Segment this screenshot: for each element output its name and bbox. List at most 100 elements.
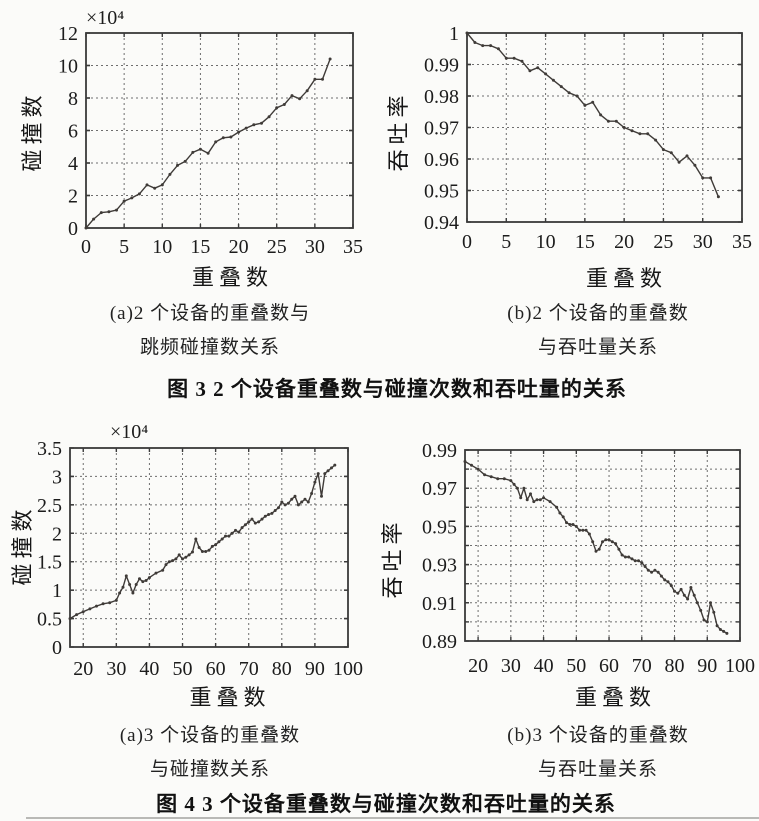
data-point-marker: [532, 500, 536, 504]
data-point-marker: [548, 500, 552, 504]
data-point-marker: [622, 126, 626, 129]
data-point-marker: [705, 620, 709, 624]
data-point-marker: [263, 514, 267, 518]
data-point-marker: [676, 591, 680, 595]
data-point-marker: [296, 503, 300, 507]
data-point-marker: [260, 517, 264, 521]
x-tick-label: 20: [614, 231, 634, 253]
data-point-marker: [542, 496, 546, 500]
data-point-marker: [568, 523, 572, 526]
data-point-marker: [614, 542, 618, 546]
data-point-marker: [677, 160, 681, 164]
x-tick-label: 70: [632, 655, 652, 677]
data-point-marker: [247, 520, 251, 524]
x-axis-label: 重叠数: [586, 266, 667, 291]
data-point-marker: [303, 497, 307, 501]
x-tick-label: 80: [272, 658, 292, 680]
data-point-marker: [686, 597, 690, 601]
data-point-marker: [643, 565, 647, 568]
y-tick-label: 0.93: [422, 555, 457, 577]
data-point-marker: [101, 602, 105, 606]
data-point-marker: [574, 524, 578, 528]
data-point-marker: [561, 515, 565, 519]
y-tick-label: 0.97: [422, 478, 457, 500]
y-axis-label: 碰撞数: [20, 90, 45, 171]
data-point-marker: [81, 610, 85, 614]
x-tick-label: 5: [501, 231, 511, 253]
data-point-marker: [669, 151, 673, 155]
y-tick-label: 1: [449, 23, 459, 45]
data-point-marker: [161, 568, 165, 572]
data-point-marker: [716, 195, 720, 199]
x-tick-label: 100: [333, 658, 363, 680]
data-point-marker: [661, 148, 665, 152]
y-axis-label: 碰撞数: [10, 504, 35, 585]
fig4-subcaption-a-line2: 与碰撞数关系: [149, 759, 270, 780]
data-point-marker: [153, 186, 157, 190]
data-point-marker: [646, 132, 650, 136]
data-point-marker: [567, 91, 571, 95]
data-point-marker: [591, 540, 595, 544]
fig3-subcaption-a-line2: 跳频碰撞数关系: [139, 337, 280, 358]
plot-frame: [69, 447, 349, 648]
data-point-marker: [293, 494, 297, 498]
data-point-marker: [623, 555, 627, 559]
page-bottom-rule: [26, 817, 759, 819]
data-point-marker: [141, 580, 145, 584]
data-point-marker: [160, 183, 164, 187]
data-point-marker: [121, 585, 125, 589]
data-point-marker: [470, 463, 473, 467]
y-tick-label: 2: [68, 186, 78, 208]
data-point-marker: [489, 475, 493, 479]
x-tick-label: 15: [575, 231, 595, 253]
data-point-marker: [489, 44, 493, 48]
data-point-marker: [535, 498, 539, 502]
data-point-marker: [551, 78, 555, 82]
data-point-marker: [191, 550, 194, 554]
data-point-marker: [275, 106, 279, 110]
data-point-marker: [221, 136, 225, 140]
x-tick-label: 40: [139, 658, 159, 680]
data-point-marker: [529, 492, 532, 496]
data-point-marker: [99, 211, 103, 215]
data-point-marker: [229, 135, 233, 139]
x-tick-label: 35: [732, 231, 752, 253]
data-point-marker: [709, 601, 712, 605]
data-point-marker: [725, 631, 729, 635]
data-point-marker: [224, 534, 227, 538]
data-point-marker: [75, 613, 79, 617]
y-tick-label: 0.5: [37, 609, 62, 631]
data-point-marker: [286, 501, 290, 505]
data-point-marker: [210, 544, 214, 548]
x-tick-label: 25: [267, 236, 287, 258]
x-tick-label: 30: [305, 236, 325, 258]
data-point-marker: [536, 66, 540, 70]
y-tick-label: 0.95: [422, 516, 457, 538]
x-tick-label: 50: [566, 655, 586, 677]
data-point-marker: [599, 113, 603, 117]
data-point-marker: [138, 577, 141, 581]
fig4-subcaption-a-line1: (a)3 个设备的重叠数: [119, 725, 301, 746]
data-point-marker: [512, 56, 516, 60]
data-point-marker: [601, 540, 604, 544]
chart-fig4b-throughput-vs-overlap: 20 30 40 50 60 70 80 90 100 0.89 0.91 0.93 0.95 0.97 0…: [380, 440, 755, 710]
x-axis-label: 重叠数: [192, 265, 273, 290]
data-point-marker: [522, 486, 526, 490]
data-point-marker: [575, 94, 579, 98]
data-point-marker: [176, 163, 179, 167]
data-point-marker: [512, 482, 516, 486]
data-point-marker: [267, 115, 271, 119]
data-point-marker: [124, 574, 128, 578]
y-tick-label: 0.89: [422, 631, 457, 653]
data-point-marker: [496, 477, 500, 481]
y-axis-unit-multiplier: ×10⁴: [110, 421, 148, 443]
data-point-marker: [465, 31, 469, 35]
data-point-marker: [701, 176, 705, 180]
x-tick-label: 20: [73, 658, 93, 680]
data-line: [69, 464, 336, 620]
fig4-caption: 图 4 3 个设备重叠数与碰撞次数和吞吐量的关系: [156, 792, 616, 816]
data-point-marker: [243, 523, 247, 527]
data-point-marker: [718, 628, 722, 631]
data-point-marker: [606, 119, 610, 123]
